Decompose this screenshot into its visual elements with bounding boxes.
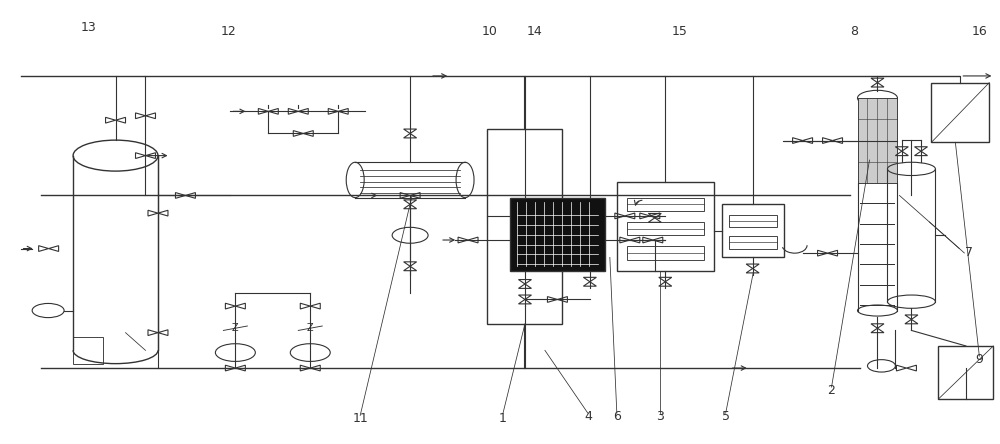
Bar — [931, 83, 989, 143]
Bar — [858, 98, 897, 183]
Text: Z: Z — [307, 323, 314, 333]
Bar — [722, 204, 784, 258]
Text: 5: 5 — [722, 410, 730, 423]
Text: 10: 10 — [482, 25, 498, 38]
Bar — [627, 246, 704, 260]
Text: 7: 7 — [965, 246, 973, 259]
Bar — [627, 222, 704, 235]
Text: Z: Z — [232, 323, 239, 333]
Text: 3: 3 — [656, 410, 664, 423]
Bar — [487, 129, 562, 324]
Text: 15: 15 — [672, 25, 688, 38]
Text: 8: 8 — [851, 25, 859, 38]
Bar — [510, 198, 605, 271]
Text: 1: 1 — [499, 412, 507, 425]
Bar — [73, 337, 103, 364]
Text: 6: 6 — [613, 410, 621, 423]
Text: 11: 11 — [352, 412, 368, 425]
Text: 12: 12 — [221, 25, 236, 38]
Text: 2: 2 — [828, 384, 835, 396]
Text: 16: 16 — [971, 25, 987, 38]
Bar — [938, 346, 993, 399]
Text: 13: 13 — [81, 21, 96, 34]
Text: 14: 14 — [527, 25, 543, 38]
Text: 4: 4 — [584, 410, 592, 423]
Bar — [729, 215, 777, 227]
Bar — [627, 198, 704, 211]
Bar — [729, 236, 777, 249]
Bar — [617, 182, 714, 271]
Text: 9: 9 — [975, 353, 983, 366]
